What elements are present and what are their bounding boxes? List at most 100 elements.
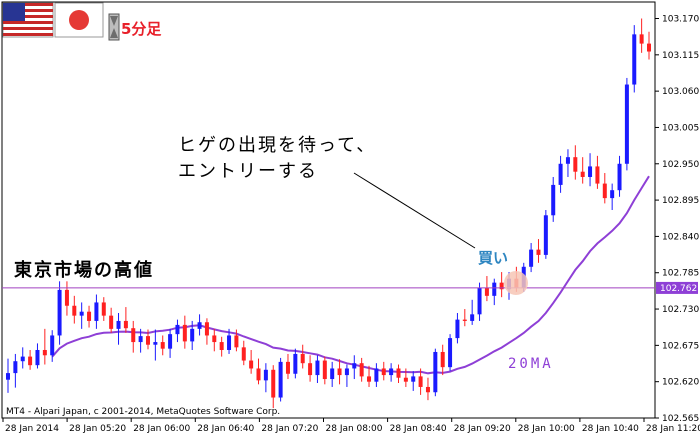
candle-body [624,84,629,164]
candle-body [595,166,600,184]
tokyo-high-price-tag-label: 102.762 [660,284,697,294]
y-tick-label: 102.675 [662,341,699,351]
candles-layer [6,18,651,409]
y-tick-label: 102.785 [662,269,699,279]
candle-body [20,356,25,362]
y-tick-label: 102.840 [662,232,699,242]
candle-body [344,368,349,376]
candle-body [647,43,651,52]
candle-body [285,361,290,374]
candle-body [153,342,158,345]
x-tick-label: 28 Jan 10:00 [518,424,575,434]
candle-body [381,368,386,376]
y-axis: 103.170 103.115 103.060 103.005 102.950 102.8… [655,15,699,424]
flag-japan-icon [54,2,104,38]
candle-body [234,335,239,348]
candle-body [94,302,99,321]
candle-body [79,311,84,316]
y-tick-label: 102.730 [662,305,699,315]
candle-body [278,361,283,398]
candle-body [138,336,143,343]
x-tick-label: 28 Jan 10:40 [582,424,639,434]
candle-body [330,368,335,380]
candle-body [617,163,622,191]
candle-body [558,163,563,185]
candle-body [632,34,637,85]
x-tick-label: 28 Jan 11:20 [646,424,700,434]
candle-body [42,349,47,356]
candle-body [440,351,445,368]
candle-body [50,335,55,356]
candle-body [455,319,460,339]
candle-body [241,347,246,361]
candle-body [536,249,541,255]
annotation-line-2: エントリーする [178,161,318,182]
copyright-text: MT4 - Alpari Japan, c 2001-2014, MetaQuo… [6,407,280,417]
plot-frame [1,1,656,419]
candle-body [425,386,430,393]
candle-body [35,349,40,366]
x-tick-label: 28 Jan 08:40 [390,424,447,434]
candle-body [573,157,578,172]
candle-body [315,360,320,376]
candle-body [28,356,33,366]
candle-body [131,328,136,343]
candle-body [109,315,114,329]
candle-body [116,320,121,329]
candle-body [337,368,342,376]
x-tick-label: 28 Jan 05:20 [69,424,126,434]
candle-body [411,376,416,382]
candle-body [72,305,77,316]
candle-body [529,249,534,267]
timeframe-label: 5分足 [121,20,162,38]
annotation-pointer-line [353,172,476,249]
candle-body [367,376,372,382]
candle-body [551,184,556,216]
y-tick-label: 102.950 [662,160,699,170]
candle-body [418,376,423,387]
candle-body [64,289,69,306]
candle-body [249,360,254,369]
candle-body [204,322,209,336]
candle-body [602,183,607,199]
tokyo-high-price-tag [656,281,698,294]
candle-body [168,334,173,349]
ma-layer [51,175,650,375]
candle-body [256,368,261,381]
buy-label: 買い [478,249,508,267]
y-tick-label: 102.565 [662,414,699,424]
x-tick-label: 28 Jan 09:20 [454,424,511,434]
y-tick-label: 103.115 [662,51,699,61]
annotation-line-1: ヒゲの出現を待って、 [178,135,376,156]
x-tick-label: 28 Jan 06:40 [197,424,254,434]
candle-body [448,338,453,368]
candle-body [293,353,298,374]
candle-body [87,311,92,321]
candle-body [227,335,232,350]
candle-body [13,361,18,374]
candle-body [462,319,467,321]
candle-body [219,342,224,350]
high-line-layer: 102.762 [2,281,698,294]
hourglass-icon [108,13,120,41]
candle-body [197,322,202,329]
candle-body [639,34,644,44]
x-axis: 28 Jan 2014 28 Jan 05:20 28 Jan 06:00 28 Ja… [2,418,700,434]
y-tick-label: 102.895 [662,196,699,206]
candle-body [470,314,475,321]
candle-body [271,369,276,398]
candle-body [182,324,187,342]
candle-body [308,363,313,376]
candle-body [359,363,364,377]
candle-body [565,157,570,164]
candle-body [190,328,195,342]
buy-highlight-circle [504,271,528,295]
flag-us-icon [2,2,54,38]
candle-body [492,282,497,296]
candle-body [352,363,357,369]
candle-body [403,377,408,382]
candle-body [499,282,504,290]
candle-body [433,351,438,393]
